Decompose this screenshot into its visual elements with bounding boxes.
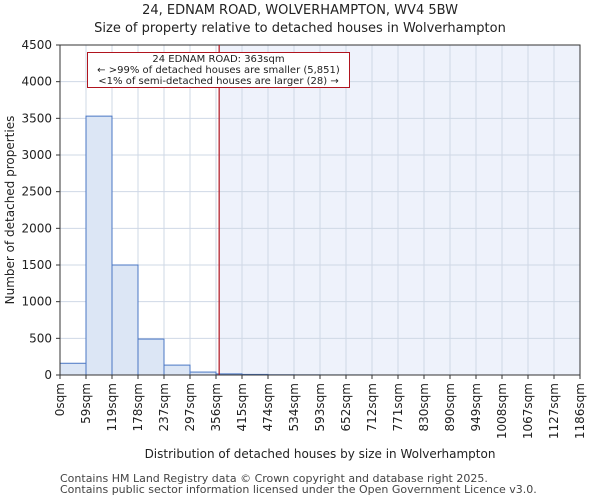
bar — [163, 364, 191, 376]
bar — [59, 362, 87, 376]
x-tick-label: 178sqm — [131, 383, 145, 431]
bar — [137, 338, 165, 376]
x-tick-label: 415sqm — [235, 383, 249, 431]
footer-line-2: Contains public sector information licen… — [60, 483, 537, 496]
y-tick-label: 0 — [44, 368, 52, 382]
x-tick-label: 1067sqm — [521, 383, 535, 439]
x-tick-label: 1186sqm — [573, 383, 587, 439]
chart-subtitle: Size of property relative to detached ho… — [94, 21, 506, 36]
x-tick-label: 1127sqm — [547, 383, 561, 439]
x-tick-label: 830sqm — [417, 383, 431, 431]
y-tick-label: 2500 — [21, 185, 52, 199]
y-tick-label: 4000 — [21, 75, 52, 89]
y-tick-label: 1000 — [21, 295, 52, 309]
y-tick-label: 3000 — [21, 148, 52, 162]
x-tick-label: 534sqm — [287, 383, 301, 431]
x-axis-label: Distribution of detached houses by size … — [145, 447, 496, 461]
x-tick-label: 593sqm — [313, 383, 327, 431]
y-tick-label: 2000 — [21, 221, 52, 235]
footer-line-1: Contains HM Land Registry data © Crown c… — [60, 472, 488, 485]
y-tick-label: 3500 — [21, 111, 52, 125]
x-tick-label: 652sqm — [339, 383, 353, 431]
bar — [85, 115, 113, 376]
x-tick-label: 474sqm — [261, 383, 275, 431]
annotation-line-3: <1% of semi-detached houses are larger (… — [98, 76, 339, 87]
annotation-line-2: ← >99% of detached houses are smaller (5… — [97, 65, 340, 76]
x-tick-label: 0sqm — [53, 383, 67, 416]
y-tick-label: 4500 — [21, 38, 52, 52]
x-tick-label: 712sqm — [365, 383, 379, 431]
x-tick-label: 1008sqm — [495, 383, 509, 439]
highlight-region — [219, 45, 580, 375]
x-tick-label: 890sqm — [443, 383, 457, 431]
bar — [111, 264, 139, 376]
x-tick-label: 237sqm — [157, 383, 171, 431]
annotation-box: 24 EDNAM ROAD: 363sqm ← >99% of detached… — [87, 52, 350, 88]
x-tick-label: 771sqm — [391, 383, 405, 431]
x-tick-label: 297sqm — [183, 383, 197, 431]
x-tick-label: 59sqm — [79, 383, 93, 424]
y-tick-label: 1500 — [21, 258, 52, 272]
x-tick-label: 356sqm — [209, 383, 223, 431]
annotation-line-1: 24 EDNAM ROAD: 363sqm — [152, 54, 285, 65]
y-tick-label: 500 — [29, 331, 52, 345]
chart-title: 24, EDNAM ROAD, WOLVERHAMPTON, WV4 5BW — [142, 3, 458, 18]
x-tick-label: 949sqm — [469, 383, 483, 431]
x-tick-label: 119sqm — [105, 383, 119, 431]
y-axis-label: Number of detached properties — [3, 116, 17, 305]
